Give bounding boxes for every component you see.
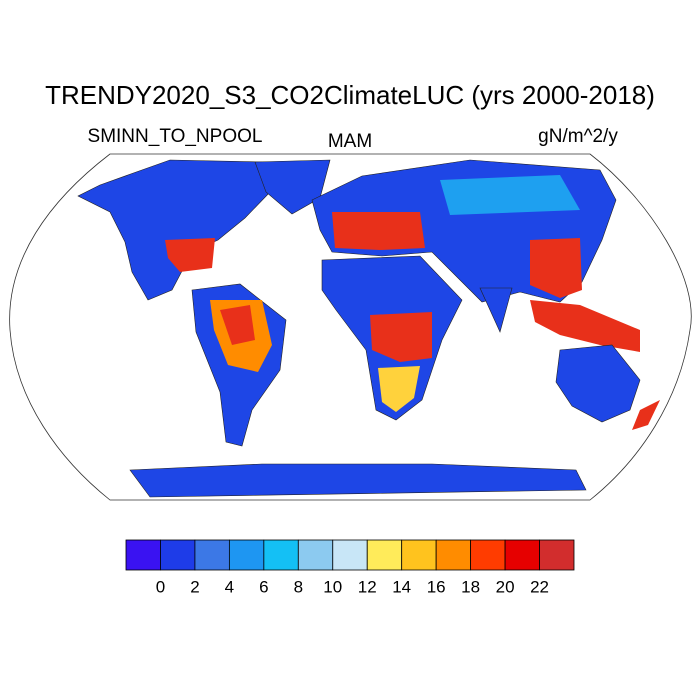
colorbar-box (297, 539, 334, 571)
colorbar: 0 2 4 6 8 10 12 14 16 18 20 22 (125, 539, 575, 596)
colorbar-box (263, 539, 299, 571)
title: TRENDY2020_S3_CO2ClimateLUC (yrs 2000-20… (45, 80, 655, 110)
colorbar-tick-label: 18 (461, 577, 480, 596)
region (378, 366, 420, 412)
map (9, 153, 692, 501)
colorbar-box (194, 539, 230, 571)
region (220, 305, 255, 345)
colorbar-box (401, 539, 437, 571)
colorbar-tick-label: 12 (358, 577, 377, 596)
region (332, 212, 425, 250)
colorbar-tick-label: 20 (496, 577, 515, 596)
region (440, 175, 580, 215)
region (370, 312, 432, 362)
left-label: SMINN_TO_NPOOL (88, 126, 263, 147)
australia (555, 344, 641, 423)
colorbar-box (539, 539, 575, 571)
colorbar-tick-label: 6 (259, 577, 268, 596)
colorbar-tick-label: 0 (156, 577, 165, 596)
colorbar-box (435, 539, 472, 571)
colorbar-box (160, 539, 196, 571)
greenland (254, 159, 331, 215)
region (165, 238, 215, 272)
colorbar-tick-label: 8 (294, 577, 303, 596)
colorbar-tick-label: 2 (190, 577, 199, 596)
colorbar-box (470, 539, 506, 571)
colorbar-box (366, 539, 403, 571)
colorbar-tick-label: 16 (427, 577, 446, 596)
colorbar-box (228, 539, 265, 571)
se-asia (530, 300, 640, 352)
india (479, 287, 513, 333)
colorbar-box (125, 539, 161, 571)
colorbar-tick-label: 4 (225, 577, 234, 596)
antarctica (129, 463, 587, 498)
colorbar-tick-label: 10 (323, 577, 342, 596)
colorbar-box (504, 539, 540, 571)
region (530, 238, 582, 298)
new-zealand (632, 400, 660, 430)
right-label: gN/m^2/y (538, 126, 618, 147)
center-label: MAM (328, 131, 372, 152)
colorbar-box (332, 539, 368, 571)
colorbar-tick-label: 14 (392, 577, 411, 596)
colorbar-tick-label: 22 (530, 577, 549, 596)
